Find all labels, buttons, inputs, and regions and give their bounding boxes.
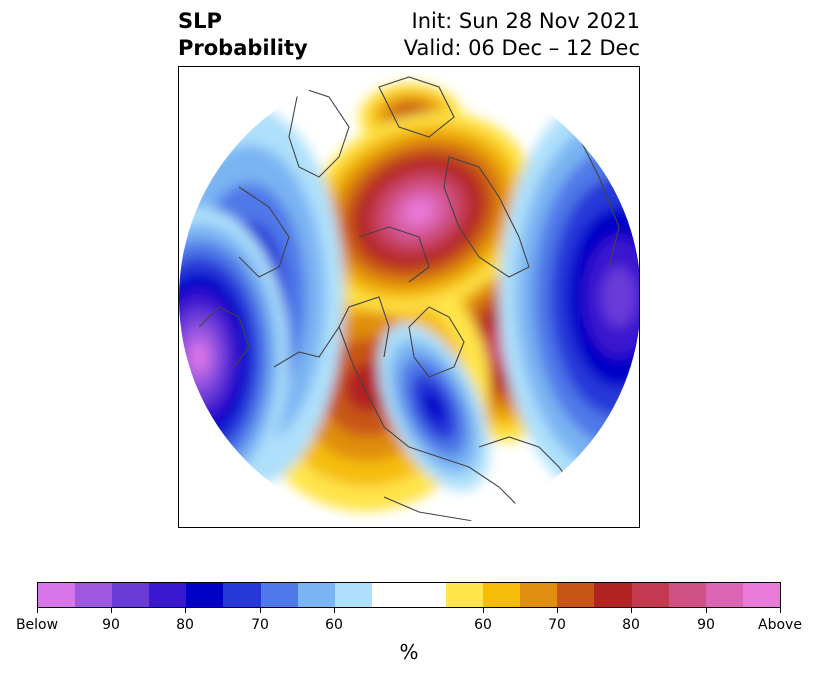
coastline <box>198 306 250 368</box>
colorbar-swatch <box>75 583 113 607</box>
colorbar-swatch <box>408 583 447 607</box>
colorbar-unit-label: % <box>399 640 419 664</box>
colorbar-swatch <box>371 583 409 607</box>
colorbar-tick-label: 70 <box>251 617 269 633</box>
coastline <box>378 76 455 138</box>
colorbar-swatch <box>334 583 372 607</box>
colorbar-tick <box>780 608 781 613</box>
colorbar-tick-label: 60 <box>325 617 343 633</box>
chart-title: SLP Probability <box>178 8 308 62</box>
colorbar-tick <box>631 608 632 613</box>
map-panel <box>178 66 640 528</box>
colorbar-tick <box>111 608 112 613</box>
colorbar-swatch <box>223 583 261 607</box>
contour-band <box>601 267 637 327</box>
colorbar-swatch <box>483 583 521 607</box>
colorbar-swatch <box>446 583 484 607</box>
colorbar-swatch <box>668 583 706 607</box>
valid-range: Valid: 06 Dec – 12 Dec <box>403 36 640 60</box>
colorbar-swatch <box>705 583 743 607</box>
colorbar-swatch <box>149 583 187 607</box>
colorbar-swatch <box>557 583 595 607</box>
colorbar-swatch <box>594 583 632 607</box>
init-date: Init: Sun 28 Nov 2021 <box>411 9 640 33</box>
anomaly-north-pacific-low <box>499 87 639 507</box>
title-dates: Init: Sun 28 Nov 2021 Valid: 06 Dec – 12… <box>404 8 640 62</box>
colorbar-swatch <box>186 583 224 607</box>
colorbar-tick <box>260 608 261 613</box>
colorbar-swatch <box>38 583 76 607</box>
coastline <box>338 296 390 358</box>
colorbar-tick <box>557 608 558 613</box>
colorbar-tick-label: 80 <box>176 617 194 633</box>
colorbar-tick-label: Below <box>15 617 59 633</box>
anomaly-labrador-low <box>378 323 490 491</box>
colorbar-swatch <box>297 583 335 607</box>
coastline <box>408 306 465 378</box>
colorbar-swatch <box>260 583 298 607</box>
coastline <box>238 186 290 278</box>
contour-band <box>406 200 432 224</box>
title-variable: SLP <box>178 9 222 33</box>
colorbar-tick-label: 60 <box>474 617 492 633</box>
colorbar-swatch <box>631 583 669 607</box>
anomaly-northeast-atlantic-high <box>303 112 535 312</box>
contour-band <box>189 340 209 374</box>
colorbar <box>37 582 781 608</box>
colorbar-tick-label: 70 <box>548 617 566 633</box>
coastline <box>383 496 480 523</box>
colorbar-tick <box>483 608 484 613</box>
colorbar-tick-label: 90 <box>102 617 120 633</box>
coastline <box>273 325 520 508</box>
colorbar-swatch <box>112 583 150 607</box>
polar-stereographic-map <box>179 67 639 527</box>
colorbar-tick <box>185 608 186 613</box>
colorbar-tick-label: 80 <box>622 617 640 633</box>
title-metric: Probability <box>178 36 308 60</box>
colorbar-tick-label: Above <box>758 617 802 633</box>
colorbar-tick <box>334 608 335 613</box>
colorbar-swatch <box>742 583 780 607</box>
coastline <box>358 226 430 283</box>
contour-band <box>422 390 446 424</box>
coastline <box>288 86 350 178</box>
coastline <box>443 156 530 278</box>
colorbar-tick-label: 90 <box>697 617 715 633</box>
colorbar-swatch <box>520 583 558 607</box>
colorbar-tick <box>37 608 38 613</box>
colorbar-tick <box>706 608 707 613</box>
